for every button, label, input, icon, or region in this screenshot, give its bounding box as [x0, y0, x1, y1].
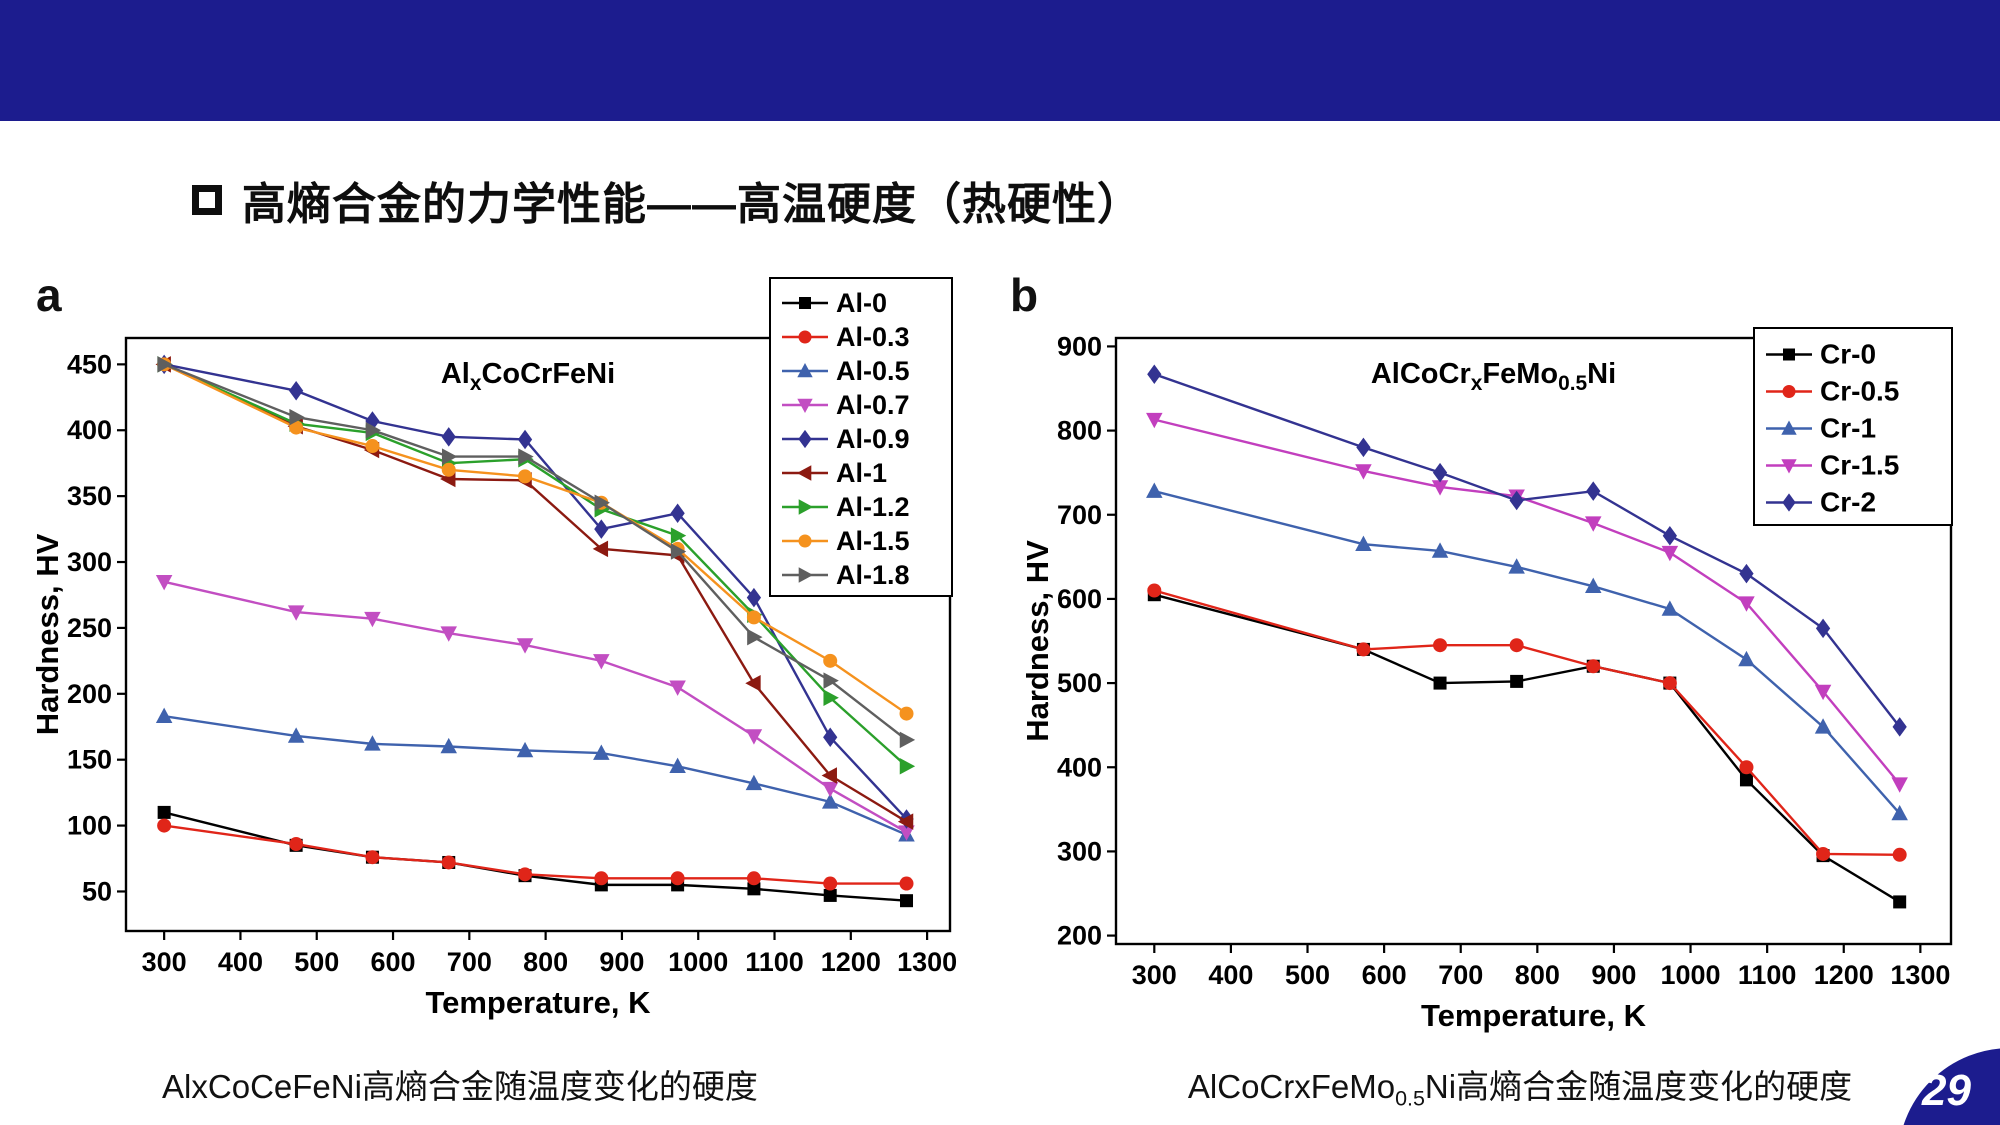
svg-text:1300: 1300 — [897, 947, 957, 977]
legend-label: Al-0.7 — [836, 390, 910, 420]
svg-text:300: 300 — [1057, 836, 1102, 866]
hardness-chart-a: 50 100 150 200 250 300 350 400 450 300 400 500 600 70… — [30, 277, 957, 1020]
series-Al-1.8 — [157, 356, 916, 749]
svg-text:900: 900 — [1591, 960, 1636, 990]
x-axis-label: Temperature, K — [1421, 998, 1647, 1033]
legend-label: Al-0.5 — [836, 356, 910, 386]
svg-text:200: 200 — [1057, 921, 1102, 951]
legend-label: Cr-1.5 — [1820, 450, 1899, 481]
page-title: 高熵合金的力学性能——高温硬度（热硬性） — [192, 168, 1142, 232]
legend-label: Cr-0.5 — [1820, 376, 1899, 407]
axes: 200 300 400 500 600 700 800 900 300 400 500 600 700 8… — [1057, 331, 1950, 990]
svg-text:400: 400 — [1057, 752, 1102, 782]
svg-text:100: 100 — [67, 811, 112, 841]
svg-text:1100: 1100 — [1738, 960, 1797, 990]
svg-text:1100: 1100 — [745, 947, 804, 977]
svg-text:500: 500 — [294, 947, 339, 977]
legend: Cr-0 Cr-0.5 Cr-1 Cr-1.5 Cr-2 — [1753, 327, 1953, 526]
svg-text:300: 300 — [67, 547, 112, 577]
svg-text:50: 50 — [82, 876, 112, 906]
plot-frame — [1114, 336, 1953, 946]
svg-text:150: 150 — [67, 745, 112, 775]
svg-text:300: 300 — [142, 947, 187, 977]
svg-text:600: 600 — [1057, 584, 1102, 614]
page-number: 29 — [1922, 1066, 1971, 1115]
legend-label: Cr-2 — [1820, 487, 1876, 518]
svg-text:1300: 1300 — [1890, 960, 1950, 990]
title-bullet-icon — [192, 185, 222, 215]
panel-label-a: a — [36, 269, 62, 321]
svg-text:300: 300 — [1132, 960, 1177, 990]
series-Al-0.3 — [157, 818, 914, 891]
legend-label: Al-1.5 — [836, 526, 910, 556]
series-Cr-0.5 — [1147, 583, 1907, 862]
svg-text:800: 800 — [523, 947, 568, 977]
plot-frame — [124, 336, 952, 933]
svg-text:400: 400 — [67, 415, 112, 445]
svg-text:1000: 1000 — [1661, 960, 1721, 990]
series-Cr-1 — [1146, 482, 1908, 821]
svg-text:900: 900 — [599, 947, 644, 977]
legend-label: Cr-0 — [1820, 339, 1876, 370]
caption-right: AlCoCrxFeMo0.5Ni高熵合金随温度变化的硬度 — [1187, 1068, 1853, 1111]
x-axis-label: Temperature, K — [425, 985, 651, 1020]
svg-text:1200: 1200 — [1814, 960, 1874, 990]
series-Al-0.5 — [155, 707, 915, 842]
panel-label-b: b — [1010, 269, 1039, 321]
svg-text:450: 450 — [67, 349, 112, 379]
svg-text:900: 900 — [1057, 331, 1102, 361]
legend-label: Al-0 — [836, 288, 887, 318]
legend-label: Al-1 — [836, 458, 887, 488]
svg-text:200: 200 — [67, 679, 112, 709]
svg-text:800: 800 — [1515, 960, 1560, 990]
legend: Al-0 Al-0.3 Al-0.5 Al-0.7 Al-0.9 Al-1 Al-1.2 Al… — [769, 277, 953, 597]
legend-label: Al-1.8 — [836, 560, 910, 590]
series-Cr-1.5 — [1146, 412, 1908, 793]
svg-text:800: 800 — [1057, 416, 1102, 446]
svg-text:700: 700 — [447, 947, 492, 977]
svg-text:700: 700 — [1438, 960, 1483, 990]
svg-text:400: 400 — [1208, 960, 1253, 990]
svg-text:400: 400 — [218, 947, 263, 977]
axes: 50 100 150 200 250 300 350 400 450 300 400 500 600 70… — [67, 349, 957, 977]
legend-label: Al-0.9 — [836, 424, 910, 454]
caption-left: AlxCoCeFeNi高熵合金随温度变化的硬度 — [162, 1068, 758, 1105]
legend-label: Al-1.2 — [836, 492, 910, 522]
svg-text:1000: 1000 — [668, 947, 728, 977]
plot-title: AlCoCrxFeMo0.5Ni — [1371, 358, 1616, 395]
svg-text:700: 700 — [1057, 500, 1102, 530]
svg-text:500: 500 — [1057, 668, 1102, 698]
svg-text:350: 350 — [67, 481, 112, 511]
plot-title: AlxCoCrFeNi — [441, 358, 615, 395]
page-title-text: 高熵合金的力学性能——高温硬度（热硬性） — [242, 180, 1142, 229]
legend-label: Al-0.3 — [836, 322, 910, 352]
y-axis-label: Hardness, HV — [30, 533, 65, 735]
svg-text:250: 250 — [67, 613, 112, 643]
svg-text:600: 600 — [371, 947, 416, 977]
series-Al-0.7 — [155, 575, 915, 841]
svg-text:1200: 1200 — [821, 947, 881, 977]
y-axis-label: Hardness, HV — [1020, 540, 1055, 742]
legend-label: Cr-1 — [1820, 413, 1876, 444]
svg-text:600: 600 — [1362, 960, 1407, 990]
hardness-chart-b: 200 300 400 500 600 700 800 900 300 400 500 600 700 8… — [1020, 327, 1953, 1033]
series-Cr-2 — [1147, 364, 1907, 737]
svg-text:500: 500 — [1285, 960, 1330, 990]
header-bar — [0, 0, 2000, 121]
